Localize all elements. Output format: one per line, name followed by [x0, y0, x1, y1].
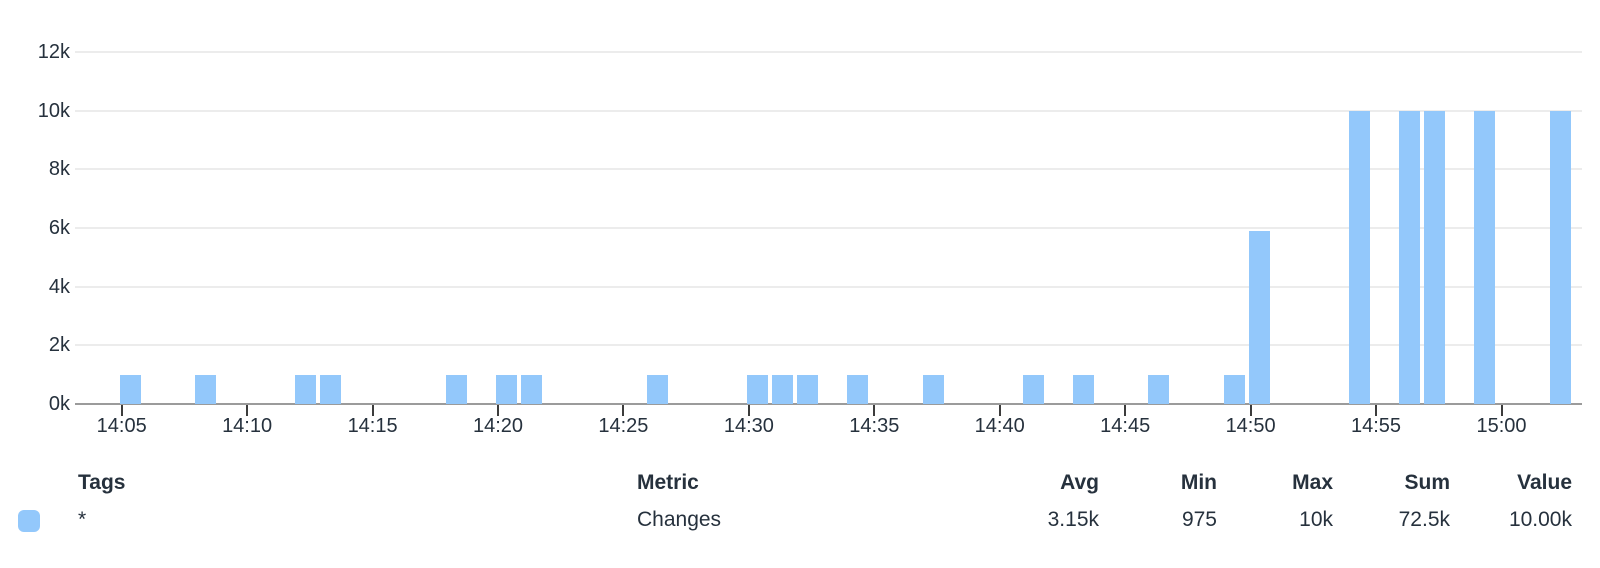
y-axis-tick-label: 6k: [48, 217, 70, 239]
series-color-swatch[interactable]: [18, 510, 40, 532]
legend-header-value: Value: [1517, 471, 1572, 494]
y-axis-tick-label: 2k: [48, 334, 70, 357]
data-bar[interactable]: [1248, 230, 1270, 404]
x-axis-tick-label: 14:35: [849, 415, 900, 437]
data-bar[interactable]: [1399, 110, 1421, 404]
legend-header-max: Max: [1292, 471, 1333, 494]
data-bar[interactable]: [847, 375, 869, 404]
data-bar[interactable]: [295, 375, 317, 404]
data-bar[interactable]: [320, 375, 342, 404]
data-bar[interactable]: [1349, 110, 1370, 404]
x-axis-tick-label: 14:20: [472, 415, 524, 437]
data-bar[interactable]: [195, 375, 216, 404]
y-axis-tick-label: 12k: [37, 41, 70, 63]
x-axis-tick-label: 14:55: [1350, 415, 1402, 437]
legend-cell-max: 10k: [1299, 508, 1333, 531]
gridline: [75, 51, 1582, 53]
x-axis-tick-label: 14:50: [1225, 415, 1276, 437]
x-axis-tick-label: 15:00: [1476, 415, 1527, 437]
y-axis-tick-label: 4k: [48, 275, 70, 298]
legend-header-tags: Tags: [78, 471, 126, 494]
x-axis-tick-label: 14:45: [1100, 415, 1151, 437]
x-axis-tick: [497, 405, 499, 416]
x-axis-tick: [747, 405, 750, 416]
data-bar[interactable]: [646, 375, 668, 404]
x-axis-tick: [1249, 405, 1252, 416]
x-axis-tick-label: 14:05: [96, 415, 147, 437]
data-bar[interactable]: [1022, 375, 1044, 404]
data-bar[interactable]: [772, 375, 793, 404]
y-axis-tick-label: 0k: [48, 393, 70, 415]
x-axis-tick-label: 14:10: [222, 415, 273, 437]
x-axis-tick-label: 14:15: [347, 415, 398, 437]
y-axis-tick-label: 8k: [48, 158, 70, 181]
x-axis-tick-label: 14:30: [723, 415, 774, 437]
legend-header-avg: Avg: [1060, 471, 1099, 494]
legend-header-metric: Metric: [637, 471, 699, 494]
gridline: [75, 285, 1582, 288]
x-axis-tick: [1375, 405, 1377, 416]
legend-header-sum: Sum: [1404, 471, 1450, 494]
x-axis-tick: [1500, 405, 1503, 416]
legend-cell-tags: *: [78, 508, 87, 531]
gridline: [75, 227, 1582, 229]
legend-cell-metric: Changes: [637, 508, 722, 531]
data-bar[interactable]: [922, 375, 944, 404]
x-axis-tick: [1124, 405, 1127, 416]
x-axis-tick: [246, 405, 249, 416]
data-bar[interactable]: [1474, 110, 1496, 404]
x-axis-tick-label: 14:40: [974, 415, 1025, 437]
gridline: [75, 344, 1582, 347]
data-bar[interactable]: [1549, 110, 1571, 404]
data-bar[interactable]: [746, 375, 768, 404]
x-axis-tick: [622, 405, 625, 416]
legend-header-min: Min: [1180, 471, 1217, 494]
legend-cell-sum: 72.5k: [1398, 508, 1450, 531]
x-axis-tick: [120, 405, 123, 416]
y-axis-tick-label: 10k: [37, 99, 70, 122]
x-axis-tick: [873, 405, 876, 416]
gridline: [75, 109, 1582, 112]
changes-bar-chart: 0k 2k 4k 6k 8k 10k 12k 14:05 14:10 14:15 14:20 14:2…: [37, 41, 1582, 437]
data-bar[interactable]: [521, 375, 543, 404]
legend-cell-min: 975: [1181, 508, 1217, 531]
data-bar[interactable]: [1073, 375, 1094, 404]
data-bar[interactable]: [1148, 375, 1170, 404]
x-axis-line: [75, 403, 1582, 405]
data-bar[interactable]: [797, 375, 818, 404]
data-bar[interactable]: [119, 375, 141, 404]
x-axis-tick: [998, 405, 1001, 416]
data-bar[interactable]: [496, 375, 517, 404]
legend-cell-avg: 3.15k: [1047, 508, 1099, 531]
x-axis-tick: [371, 405, 374, 416]
data-bar[interactable]: [445, 375, 467, 404]
x-axis-tick-label: 14:25: [598, 415, 649, 437]
gridline: [75, 168, 1582, 171]
data-bar[interactable]: [1424, 110, 1446, 404]
legend-cell-value: 10.00k: [1508, 508, 1572, 531]
data-bar[interactable]: [1223, 375, 1245, 404]
